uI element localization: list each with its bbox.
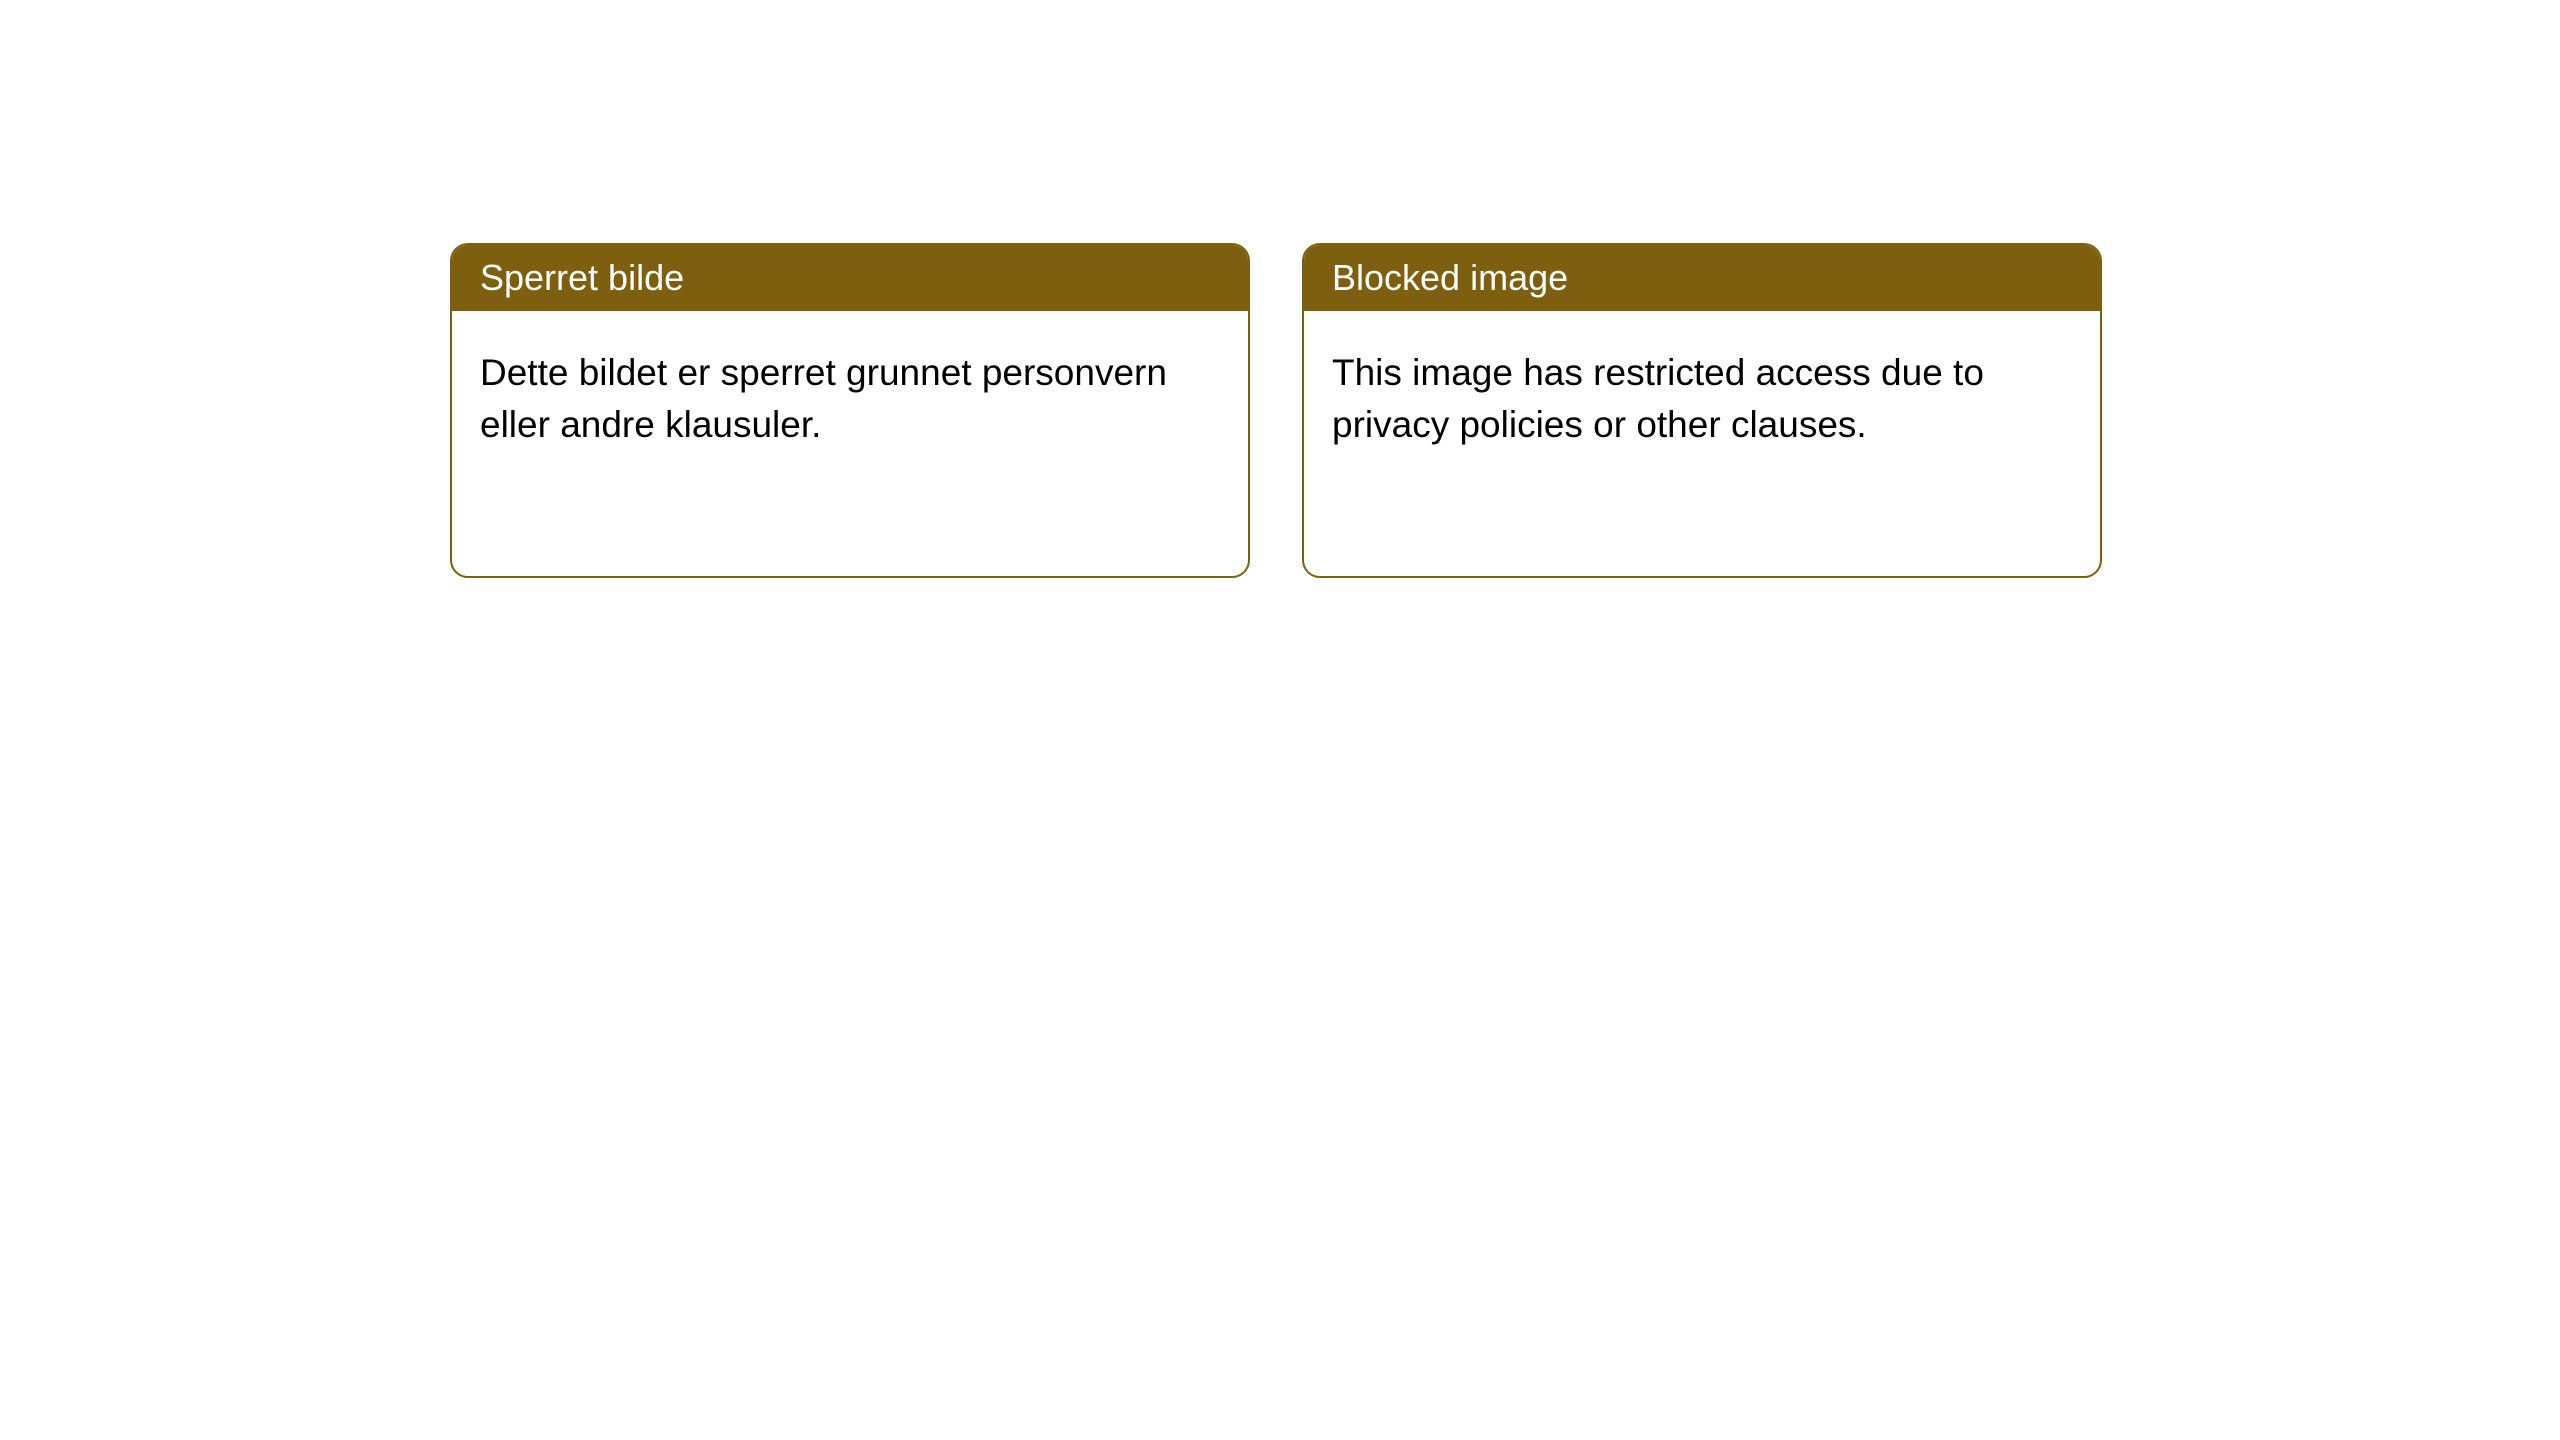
card-body-norwegian: Dette bildet er sperret grunnet personve…: [452, 311, 1248, 487]
card-body-english: This image has restricted access due to …: [1304, 311, 2100, 487]
card-title-english: Blocked image: [1332, 257, 1568, 298]
card-title-norwegian: Sperret bilde: [480, 257, 684, 298]
cards-container: Sperret bilde Dette bildet er sperret gr…: [450, 243, 2102, 578]
card-header-english: Blocked image: [1304, 245, 2100, 311]
card-text-norwegian: Dette bildet er sperret grunnet personve…: [480, 352, 1167, 445]
card-norwegian: Sperret bilde Dette bildet er sperret gr…: [450, 243, 1250, 578]
card-header-norwegian: Sperret bilde: [452, 245, 1248, 311]
card-text-english: This image has restricted access due to …: [1332, 352, 1984, 445]
card-english: Blocked image This image has restricted …: [1302, 243, 2102, 578]
